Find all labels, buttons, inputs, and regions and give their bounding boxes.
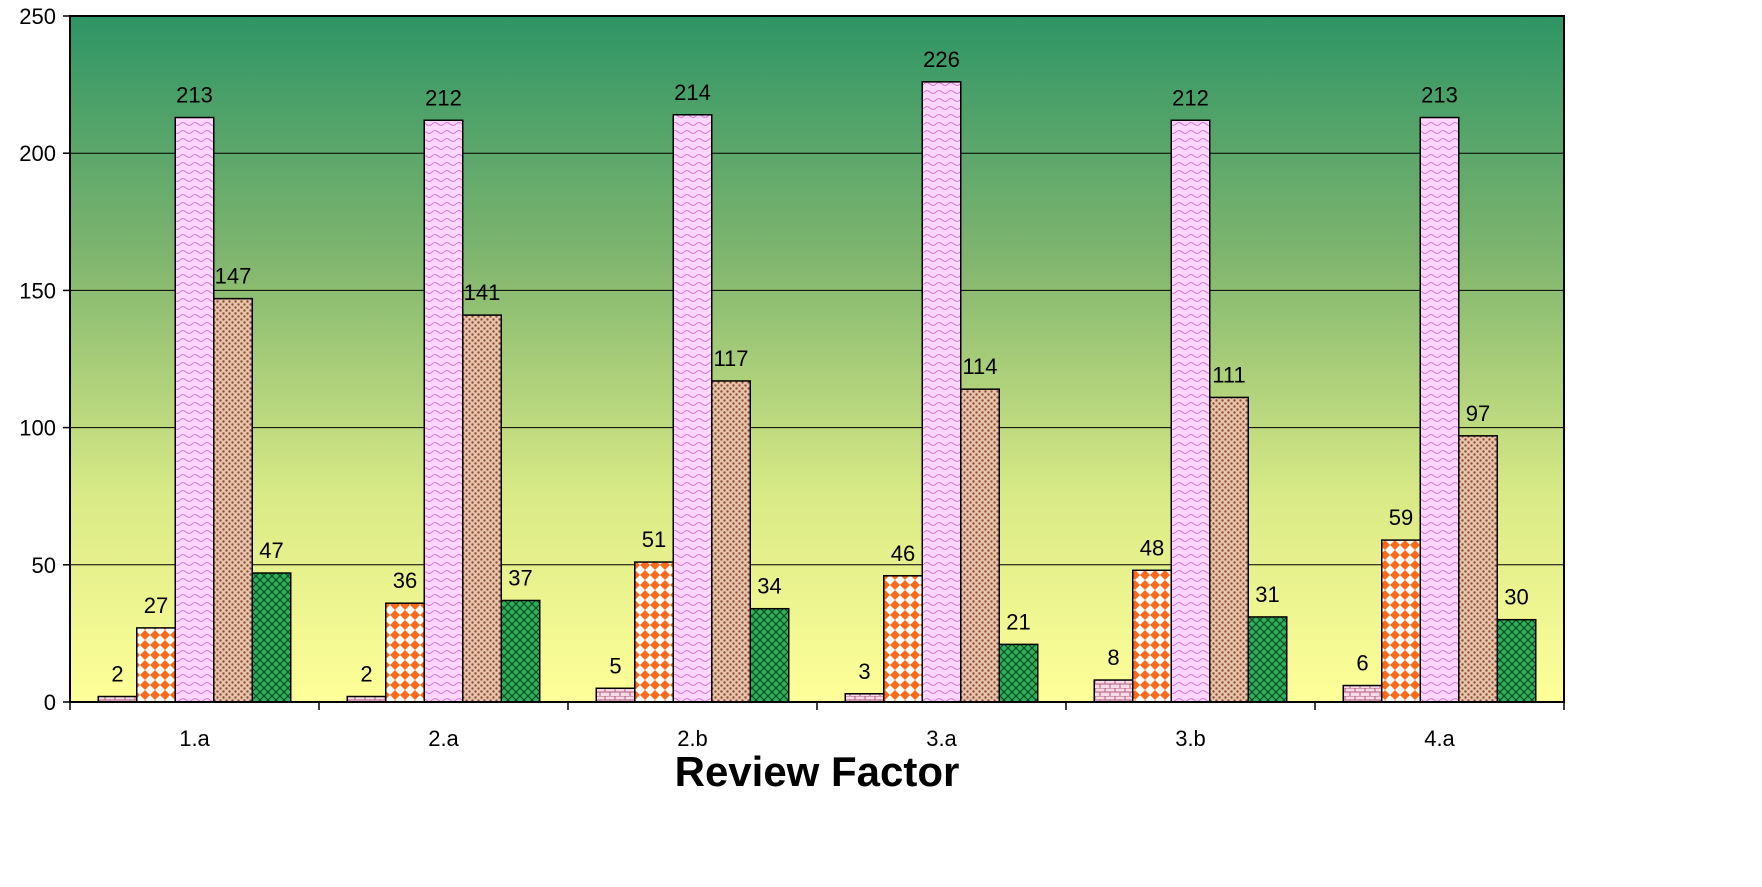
data-label: 2: [111, 662, 123, 687]
x-axis-title: Review Factor: [675, 748, 960, 795]
plot-background: [70, 16, 1564, 702]
y-axis: 0 50 100 150 200 250: [19, 4, 70, 715]
bar: [634, 561, 674, 703]
bar: [385, 602, 425, 703]
data-label: 2: [360, 662, 372, 687]
bar: [213, 297, 253, 703]
plot-frame: [69, 15, 1565, 703]
y-tick-label: 200: [19, 141, 56, 166]
data-label: 214: [674, 80, 711, 105]
bar: [1458, 435, 1498, 703]
data-label: 36: [393, 568, 417, 593]
bar: [1132, 569, 1172, 703]
bar: [711, 380, 751, 703]
bar: [960, 388, 1000, 703]
bar: [844, 693, 885, 703]
bar: [251, 572, 292, 703]
data-label: 117: [713, 346, 748, 371]
y-tick-label: 0: [44, 690, 56, 715]
bar: [921, 81, 962, 703]
x-tick-label: 3.a: [926, 726, 957, 751]
data-label: 212: [425, 85, 462, 110]
data-label: 47: [259, 538, 283, 563]
x-tick-label: 3.b: [1175, 726, 1206, 751]
data-label: 31: [1255, 582, 1279, 607]
y-tick-label: 50: [32, 553, 56, 578]
data-label: 5: [609, 653, 621, 678]
data-label: 51: [642, 527, 666, 552]
data-label: 27: [144, 593, 168, 618]
x-axis: 1.a 2.a 2.b 3.a 3.b 4.a: [69, 702, 1565, 751]
bars: [97, 81, 1537, 703]
bar: [883, 575, 923, 703]
bar: [136, 627, 176, 703]
data-label: 37: [508, 565, 532, 590]
bar: [1209, 396, 1249, 703]
data-label: 30: [1504, 585, 1528, 610]
y-tick-label: 250: [19, 4, 56, 29]
data-label: 21: [1006, 609, 1030, 634]
x-tick-label: 4.a: [1424, 726, 1455, 751]
bar: [595, 687, 636, 703]
data-label: 147: [215, 264, 252, 289]
data-label: 141: [464, 280, 501, 305]
bar: [1496, 618, 1537, 703]
bar: [1170, 119, 1211, 703]
bar: [174, 116, 215, 703]
data-labels: 2 27 213 147 47 2 36 212 141 37 5 51 214 117 34 3 46 226 1…: [111, 47, 1528, 687]
bar: [1342, 684, 1383, 703]
y-tick-label: 150: [19, 278, 56, 303]
bar: [462, 314, 502, 703]
bar: [1381, 539, 1421, 703]
data-label: 8: [1107, 645, 1119, 670]
data-label: 111: [1212, 362, 1245, 387]
bar: [1093, 679, 1134, 703]
data-label: 6: [1356, 651, 1368, 676]
data-label: 213: [176, 83, 213, 108]
bar: [672, 114, 713, 703]
data-label: 212: [1172, 85, 1209, 110]
data-label: 213: [1421, 83, 1458, 108]
bar: [1247, 616, 1288, 703]
bar: [423, 119, 464, 703]
data-label: 3: [858, 659, 870, 684]
bar: [1419, 116, 1460, 703]
data-label: 34: [757, 574, 781, 599]
x-tick-label: 2.b: [677, 726, 708, 751]
data-label: 59: [1389, 505, 1413, 530]
bar: [749, 607, 790, 703]
x-tick-label: 1.a: [179, 726, 210, 751]
data-label: 46: [891, 541, 915, 566]
data-label: 97: [1466, 401, 1490, 426]
y-tick-label: 100: [19, 416, 56, 441]
bar: [998, 643, 1039, 703]
bar: [500, 599, 541, 703]
gridlines: [70, 152, 1564, 566]
data-label: 226: [923, 47, 960, 72]
x-tick-label: 2.a: [428, 726, 459, 751]
data-label: 114: [962, 354, 997, 379]
data-label: 48: [1140, 535, 1164, 560]
